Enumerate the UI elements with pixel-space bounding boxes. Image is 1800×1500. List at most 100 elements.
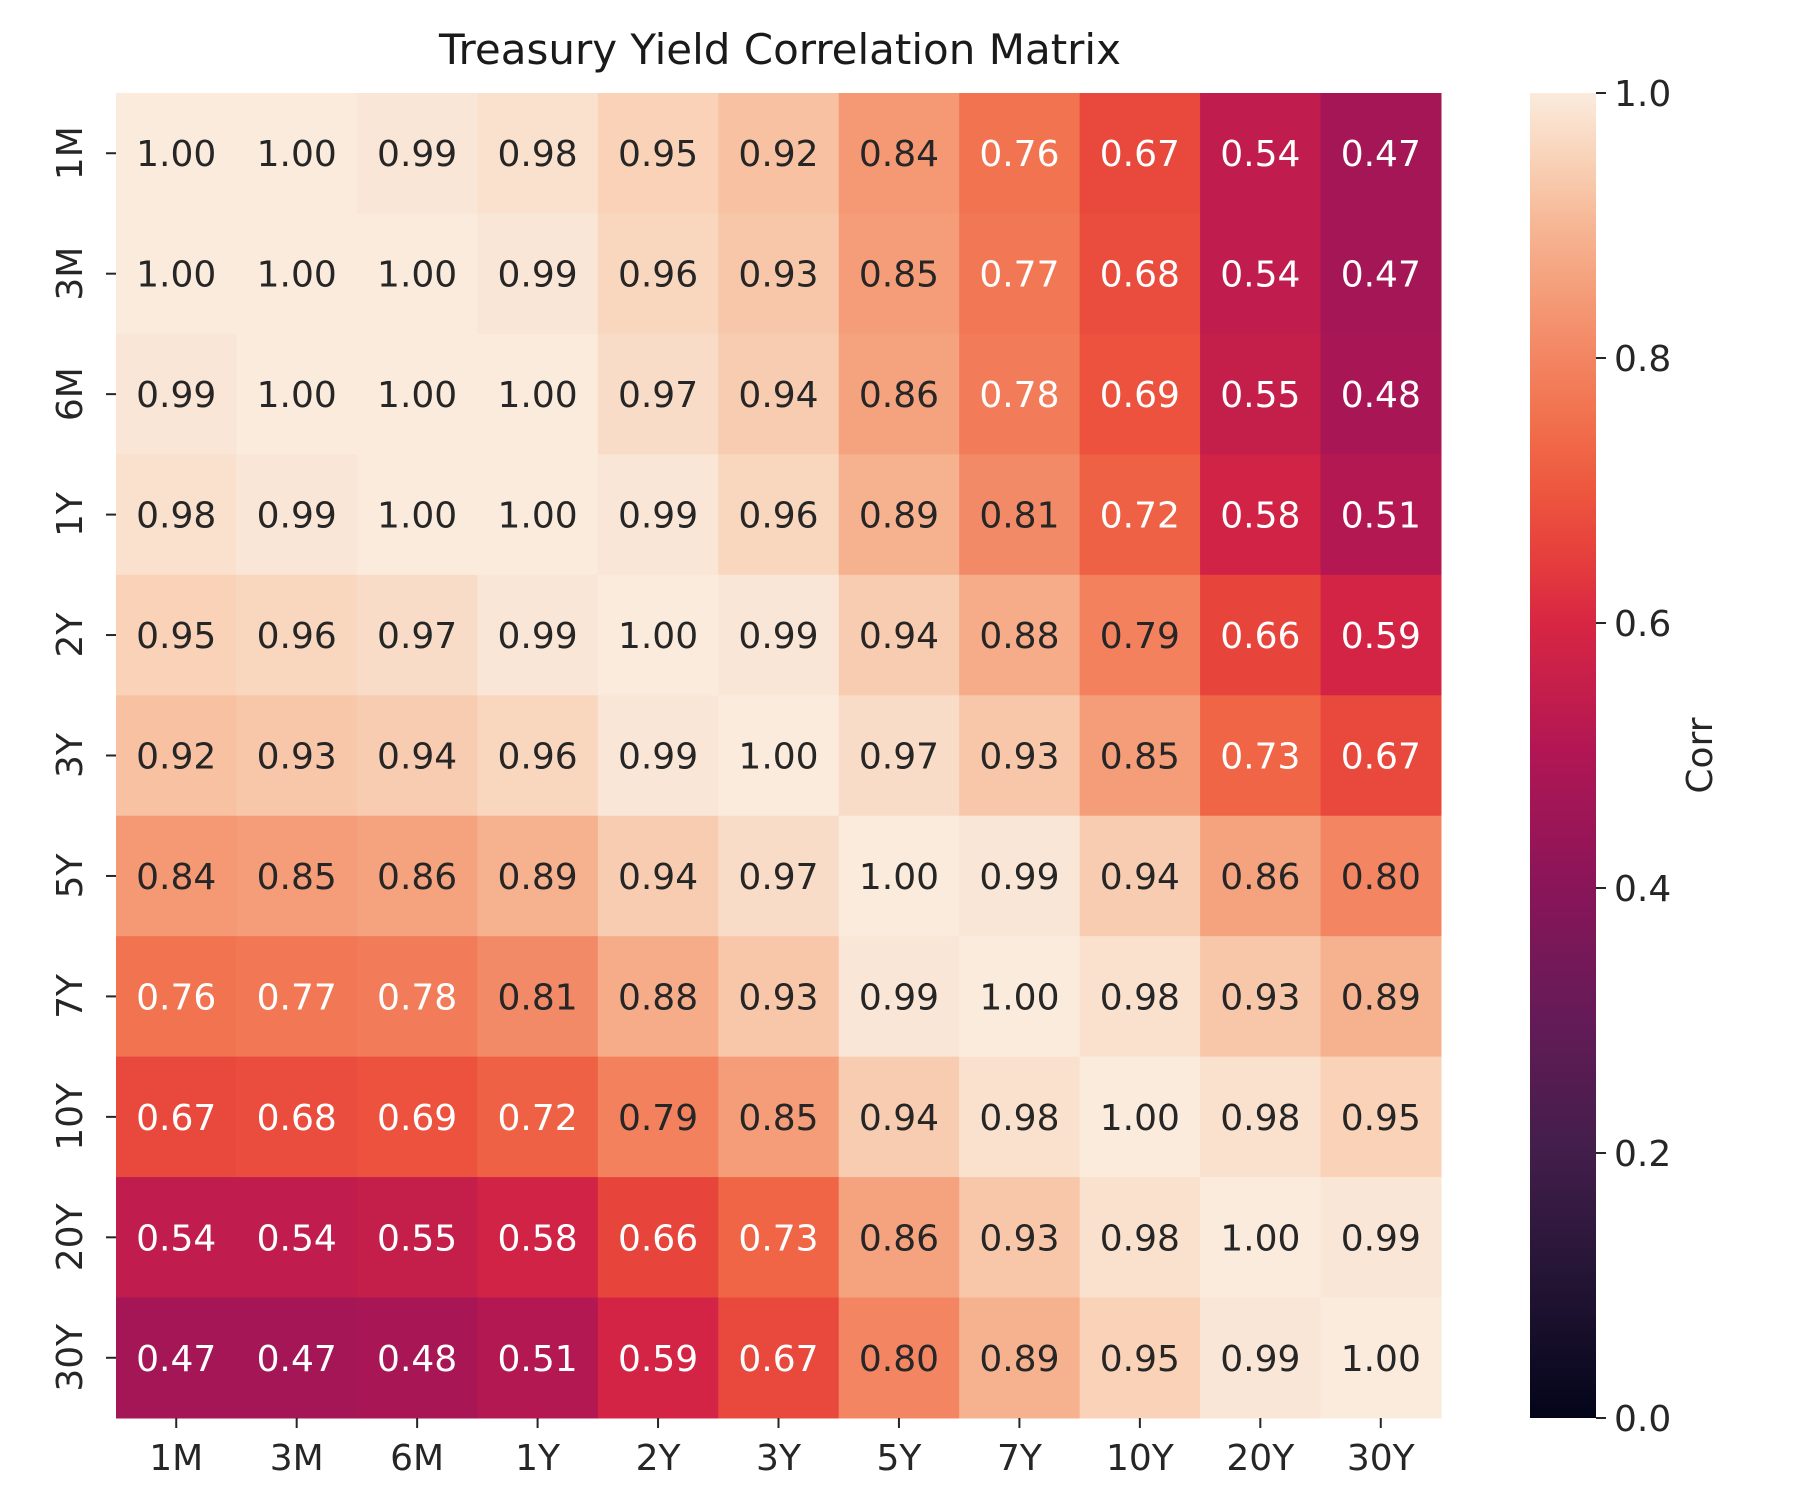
heatmap-cell	[838, 454, 960, 576]
x-tick-label: 1Y	[515, 1438, 561, 1479]
cell-value-label: 0.98	[136, 496, 216, 537]
cell-value-label: 0.96	[738, 496, 818, 537]
heatmap-cell	[356, 213, 478, 335]
heatmap-cell	[236, 1297, 358, 1419]
x-tick-label: 3M	[270, 1438, 324, 1479]
cell-value-label: 0.59	[618, 1339, 698, 1380]
cell-value-label: 0.54	[1220, 255, 1300, 296]
cell-value-label: 0.93	[738, 255, 818, 296]
heatmap-cell	[116, 1056, 237, 1178]
heatmap-cell	[838, 936, 960, 1058]
cell-value-label: 0.47	[1341, 255, 1421, 296]
heatmap-cell	[1320, 1056, 1442, 1178]
cell-value-label: 1.00	[136, 134, 216, 175]
cell-value-label: 0.99	[257, 496, 337, 537]
heatmap-cell	[597, 936, 719, 1058]
heatmap-cell	[477, 454, 599, 576]
heatmap-cell	[116, 213, 237, 335]
cell-value-label: 0.66	[1220, 616, 1300, 657]
heatmap-cell	[356, 815, 478, 937]
cell-value-label: 0.93	[979, 737, 1059, 778]
heatmap-cell	[1079, 1297, 1201, 1419]
heatmap-cell	[1200, 333, 1322, 455]
heatmap-cell	[597, 1297, 719, 1419]
cell-value-label: 1.00	[1100, 1098, 1180, 1139]
cell-value-label: 0.96	[498, 737, 578, 778]
heatmap-cell	[597, 695, 719, 817]
cell-value-label: 0.94	[618, 857, 698, 898]
cell-value-label: 0.98	[1100, 1218, 1180, 1259]
cell-value-label: 0.99	[1220, 1339, 1300, 1380]
x-tick-label: 6M	[390, 1438, 444, 1479]
cell-value-label: 0.86	[859, 375, 939, 416]
heatmap-cell	[1079, 574, 1201, 696]
heatmap-cell	[477, 1056, 599, 1178]
cell-value-label: 0.99	[618, 737, 698, 778]
heatmap-cell	[959, 1056, 1081, 1178]
colorbar-tick-label: 0.0	[1614, 1399, 1671, 1440]
cell-value-label: 0.54	[136, 1218, 216, 1259]
heatmap-cell	[718, 815, 840, 937]
cell-value-label: 1.00	[377, 375, 457, 416]
heatmap-cell	[477, 1297, 599, 1419]
x-tick-label: 20Y	[1226, 1438, 1295, 1479]
heatmap-cell	[477, 333, 599, 455]
cell-value-label: 0.73	[1220, 737, 1300, 778]
y-tick-label: 1Y	[50, 491, 91, 537]
heatmap-cell	[1200, 1056, 1322, 1178]
heatmap-cell	[1079, 93, 1201, 214]
heatmap-cell	[1320, 574, 1442, 696]
heatmap-cell	[116, 815, 237, 937]
cell-value-label: 0.97	[618, 375, 698, 416]
cell-value-label: 0.67	[738, 1339, 818, 1380]
cell-value-label: 0.97	[859, 737, 939, 778]
cell-value-label: 0.94	[859, 1098, 939, 1139]
heatmap-cell	[959, 936, 1081, 1058]
cell-value-label: 1.00	[738, 737, 818, 778]
x-tick-label: 5Y	[877, 1438, 923, 1479]
heatmap-cell	[477, 936, 599, 1058]
cell-value-label: 0.98	[1100, 977, 1180, 1018]
colorbar-tick-label: 1.0	[1614, 74, 1671, 115]
colorbar-tick-label: 0.8	[1614, 339, 1671, 380]
heatmap-cell	[236, 1177, 358, 1299]
heatmap-cell	[1079, 815, 1201, 937]
cell-value-label: 0.47	[1341, 134, 1421, 175]
colorbar: 0.0 0.2 0.4 0.6 0.8 1.0 Corr	[1530, 74, 1721, 1440]
cell-value-label: 0.99	[618, 496, 698, 537]
heatmap-cell	[236, 213, 358, 335]
cell-value-label: 0.85	[738, 1098, 818, 1139]
heatmap-cell	[1200, 1297, 1322, 1419]
cell-value-label: 1.00	[257, 375, 337, 416]
heatmap-cell	[477, 93, 599, 214]
heatmap-cell	[1079, 936, 1201, 1058]
cell-value-label: 1.00	[1341, 1339, 1421, 1380]
cell-value-label: 0.80	[859, 1339, 939, 1380]
heatmap-cell	[116, 93, 237, 214]
y-tick-label: 10Y	[50, 1082, 91, 1151]
heatmap-cell	[1079, 213, 1201, 335]
cell-value-label: 0.93	[257, 737, 337, 778]
cell-value-label: 0.48	[377, 1339, 457, 1380]
heatmap-cell	[959, 574, 1081, 696]
cell-value-label: 0.59	[1341, 616, 1421, 657]
heatmap-cell	[597, 574, 719, 696]
heatmap-cell	[236, 333, 358, 455]
heatmap-cell	[116, 1177, 237, 1299]
cell-value-label: 0.99	[738, 616, 818, 657]
y-tick-label: 3Y	[50, 732, 91, 778]
heatmap-cell	[1320, 1177, 1442, 1299]
heatmap-cell	[718, 1297, 840, 1419]
cell-value-label: 0.92	[738, 134, 818, 175]
heatmap-cell	[718, 454, 840, 576]
heatmap-cell	[477, 574, 599, 696]
heatmap-cell	[718, 936, 840, 1058]
heatmap-cell	[356, 695, 478, 817]
heatmap-cell	[838, 1177, 960, 1299]
heatmap-cell	[1320, 1297, 1442, 1419]
heatmap-cell	[1079, 1056, 1201, 1178]
heatmap-cell	[477, 213, 599, 335]
cell-value-label: 1.00	[498, 496, 578, 537]
heatmap-cell	[1320, 454, 1442, 576]
cell-value-label: 0.85	[257, 857, 337, 898]
